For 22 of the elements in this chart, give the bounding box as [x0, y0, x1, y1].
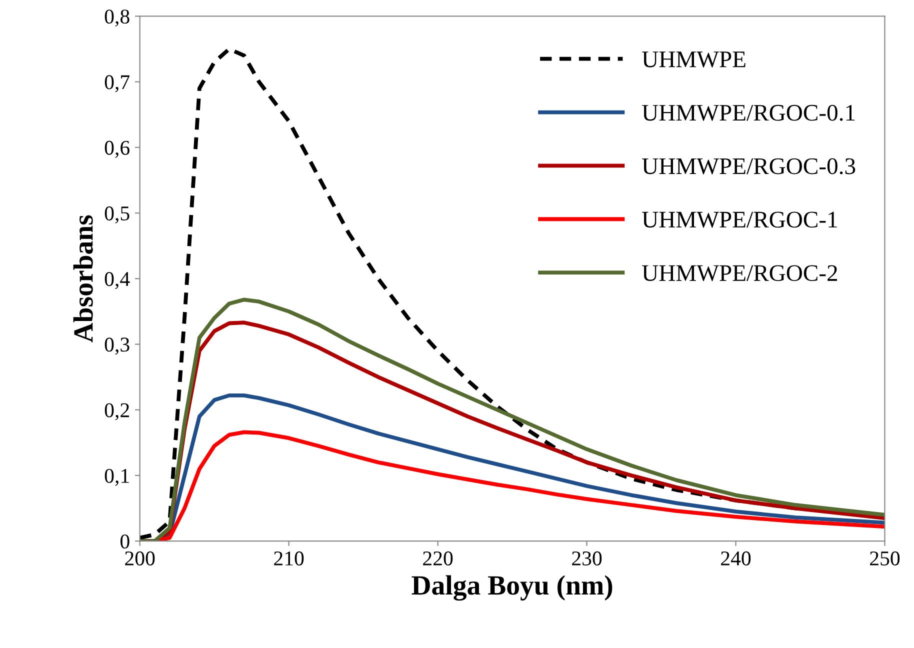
- y-tick-label: 0,6: [104, 140, 130, 158]
- x-tick-label: 220: [423, 551, 453, 566]
- y-tick-label: 0,8: [104, 10, 130, 27]
- y-tick-label: 0,7: [104, 75, 130, 92]
- y-axis-title: Absorbans: [73, 215, 93, 342]
- y-tick-label: 0,3: [104, 338, 130, 355]
- x-tick-label: 250: [870, 551, 900, 566]
- x-tick-label: 200: [125, 551, 155, 566]
- x-axis-title: Dalga Boyu (nm): [412, 575, 612, 601]
- legend-label: UHMWPE/RGOC-0.1: [642, 104, 855, 121]
- x-tick-label: 240: [721, 551, 751, 566]
- x-tick-label: 210: [274, 551, 304, 566]
- y-tick-label: 0,4: [104, 272, 130, 290]
- legend-label: UHMWPE/RGOC-0.3: [642, 158, 856, 174]
- y-tick-label: 0: [120, 534, 130, 549]
- x-tick-label: 230: [572, 551, 602, 566]
- legend-label: UHMWPE: [642, 52, 746, 68]
- y-tick-label: 0,1: [104, 468, 129, 486]
- legend-label: UHMWPE/RGOC-1: [642, 212, 837, 228]
- y-tick-label: 0,2: [104, 403, 129, 420]
- legend-label: UHMWPE/RGOC-2: [642, 265, 838, 282]
- y-tick-label: 0,5: [104, 206, 130, 224]
